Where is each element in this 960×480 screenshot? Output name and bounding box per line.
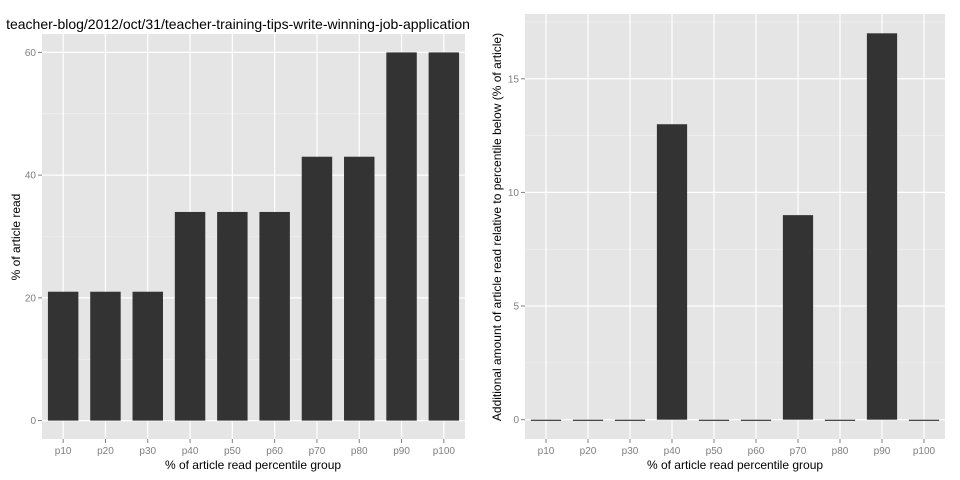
bar-p10 <box>47 291 79 421</box>
x-axis-title: % of article read percentile group <box>647 458 823 472</box>
bar-p80 <box>824 419 856 421</box>
axis-ticks: 0 5 10 15 p10 p20 p30 p40 p50 p60 p70 p80 p90 p100 <box>508 74 936 457</box>
x-tick-label: p10 <box>538 446 555 457</box>
y-tick-label: 15 <box>508 74 520 85</box>
bar-p50 <box>217 211 248 421</box>
bar-p100 <box>428 52 460 421</box>
x-tick-label: p10 <box>55 446 72 457</box>
bar-p60 <box>740 419 772 421</box>
bar-p20 <box>90 291 121 421</box>
x-tick-label: p50 <box>224 446 241 457</box>
x-tick-label: p60 <box>748 446 765 457</box>
bar-p70 <box>301 156 333 421</box>
bar-p40 <box>174 211 206 421</box>
x-tick-label: p20 <box>97 446 114 457</box>
x-tick-label: p80 <box>832 446 849 457</box>
bar-p10 <box>530 419 562 421</box>
y-axis-title: % of article read <box>9 194 23 281</box>
chart-title: teacher-blog/2012/oct/31/teacher-trainin… <box>6 16 470 32</box>
x-tick-label: p20 <box>580 446 597 457</box>
bar-p90 <box>866 33 898 420</box>
bar-p30 <box>614 419 646 421</box>
x-tick-label: p40 <box>664 446 681 457</box>
bar-p90 <box>386 52 417 421</box>
x-tick-label: p90 <box>393 446 410 457</box>
x-tick-label: p30 <box>139 446 156 457</box>
y-tick-label: 10 <box>508 188 520 199</box>
bar-p30 <box>132 291 163 421</box>
x-tick-label: p90 <box>874 446 891 457</box>
y-tick-label: 20 <box>25 293 37 304</box>
x-tick-label: p30 <box>622 446 639 457</box>
bar-p100 <box>908 419 940 421</box>
bar-p70 <box>782 215 814 420</box>
y-tick-label: 0 <box>513 415 519 426</box>
x-tick-label: p80 <box>351 446 368 457</box>
bars <box>47 52 460 421</box>
bar-p40 <box>656 124 688 420</box>
bars <box>530 33 940 421</box>
y-tick-label: 60 <box>25 48 37 59</box>
x-tick-label: p40 <box>182 446 199 457</box>
x-tick-label: p100 <box>433 446 456 457</box>
x-tick-label: p50 <box>706 446 723 457</box>
bar-p80 <box>344 156 375 421</box>
y-tick-label: 5 <box>513 302 519 313</box>
x-tick-label: p70 <box>309 446 326 457</box>
chart-left: teacher-blog/2012/oct/31/teacher-trainin… <box>6 16 470 472</box>
bar-p50 <box>698 419 730 421</box>
y-tick-label: 0 <box>30 416 36 427</box>
x-tick-label: p70 <box>790 446 807 457</box>
bar-p60 <box>259 211 290 421</box>
x-tick-label: p100 <box>913 446 936 457</box>
axis-ticks: 0 20 40 60 p10 p20 p30 p40 p50 p60 p70 p80 p90 p100 <box>25 48 456 457</box>
x-axis-title: % of article read percentile group <box>165 458 341 472</box>
y-tick-label: 40 <box>25 171 37 182</box>
chart-right: 0 5 10 15 p10 p20 p30 p40 p50 p60 p70 p80 p90 p100 % … <box>490 14 945 472</box>
y-axis-title: Additional amount of article read relati… <box>490 33 504 421</box>
bar-p20 <box>572 419 604 421</box>
x-tick-label: p60 <box>266 446 283 457</box>
